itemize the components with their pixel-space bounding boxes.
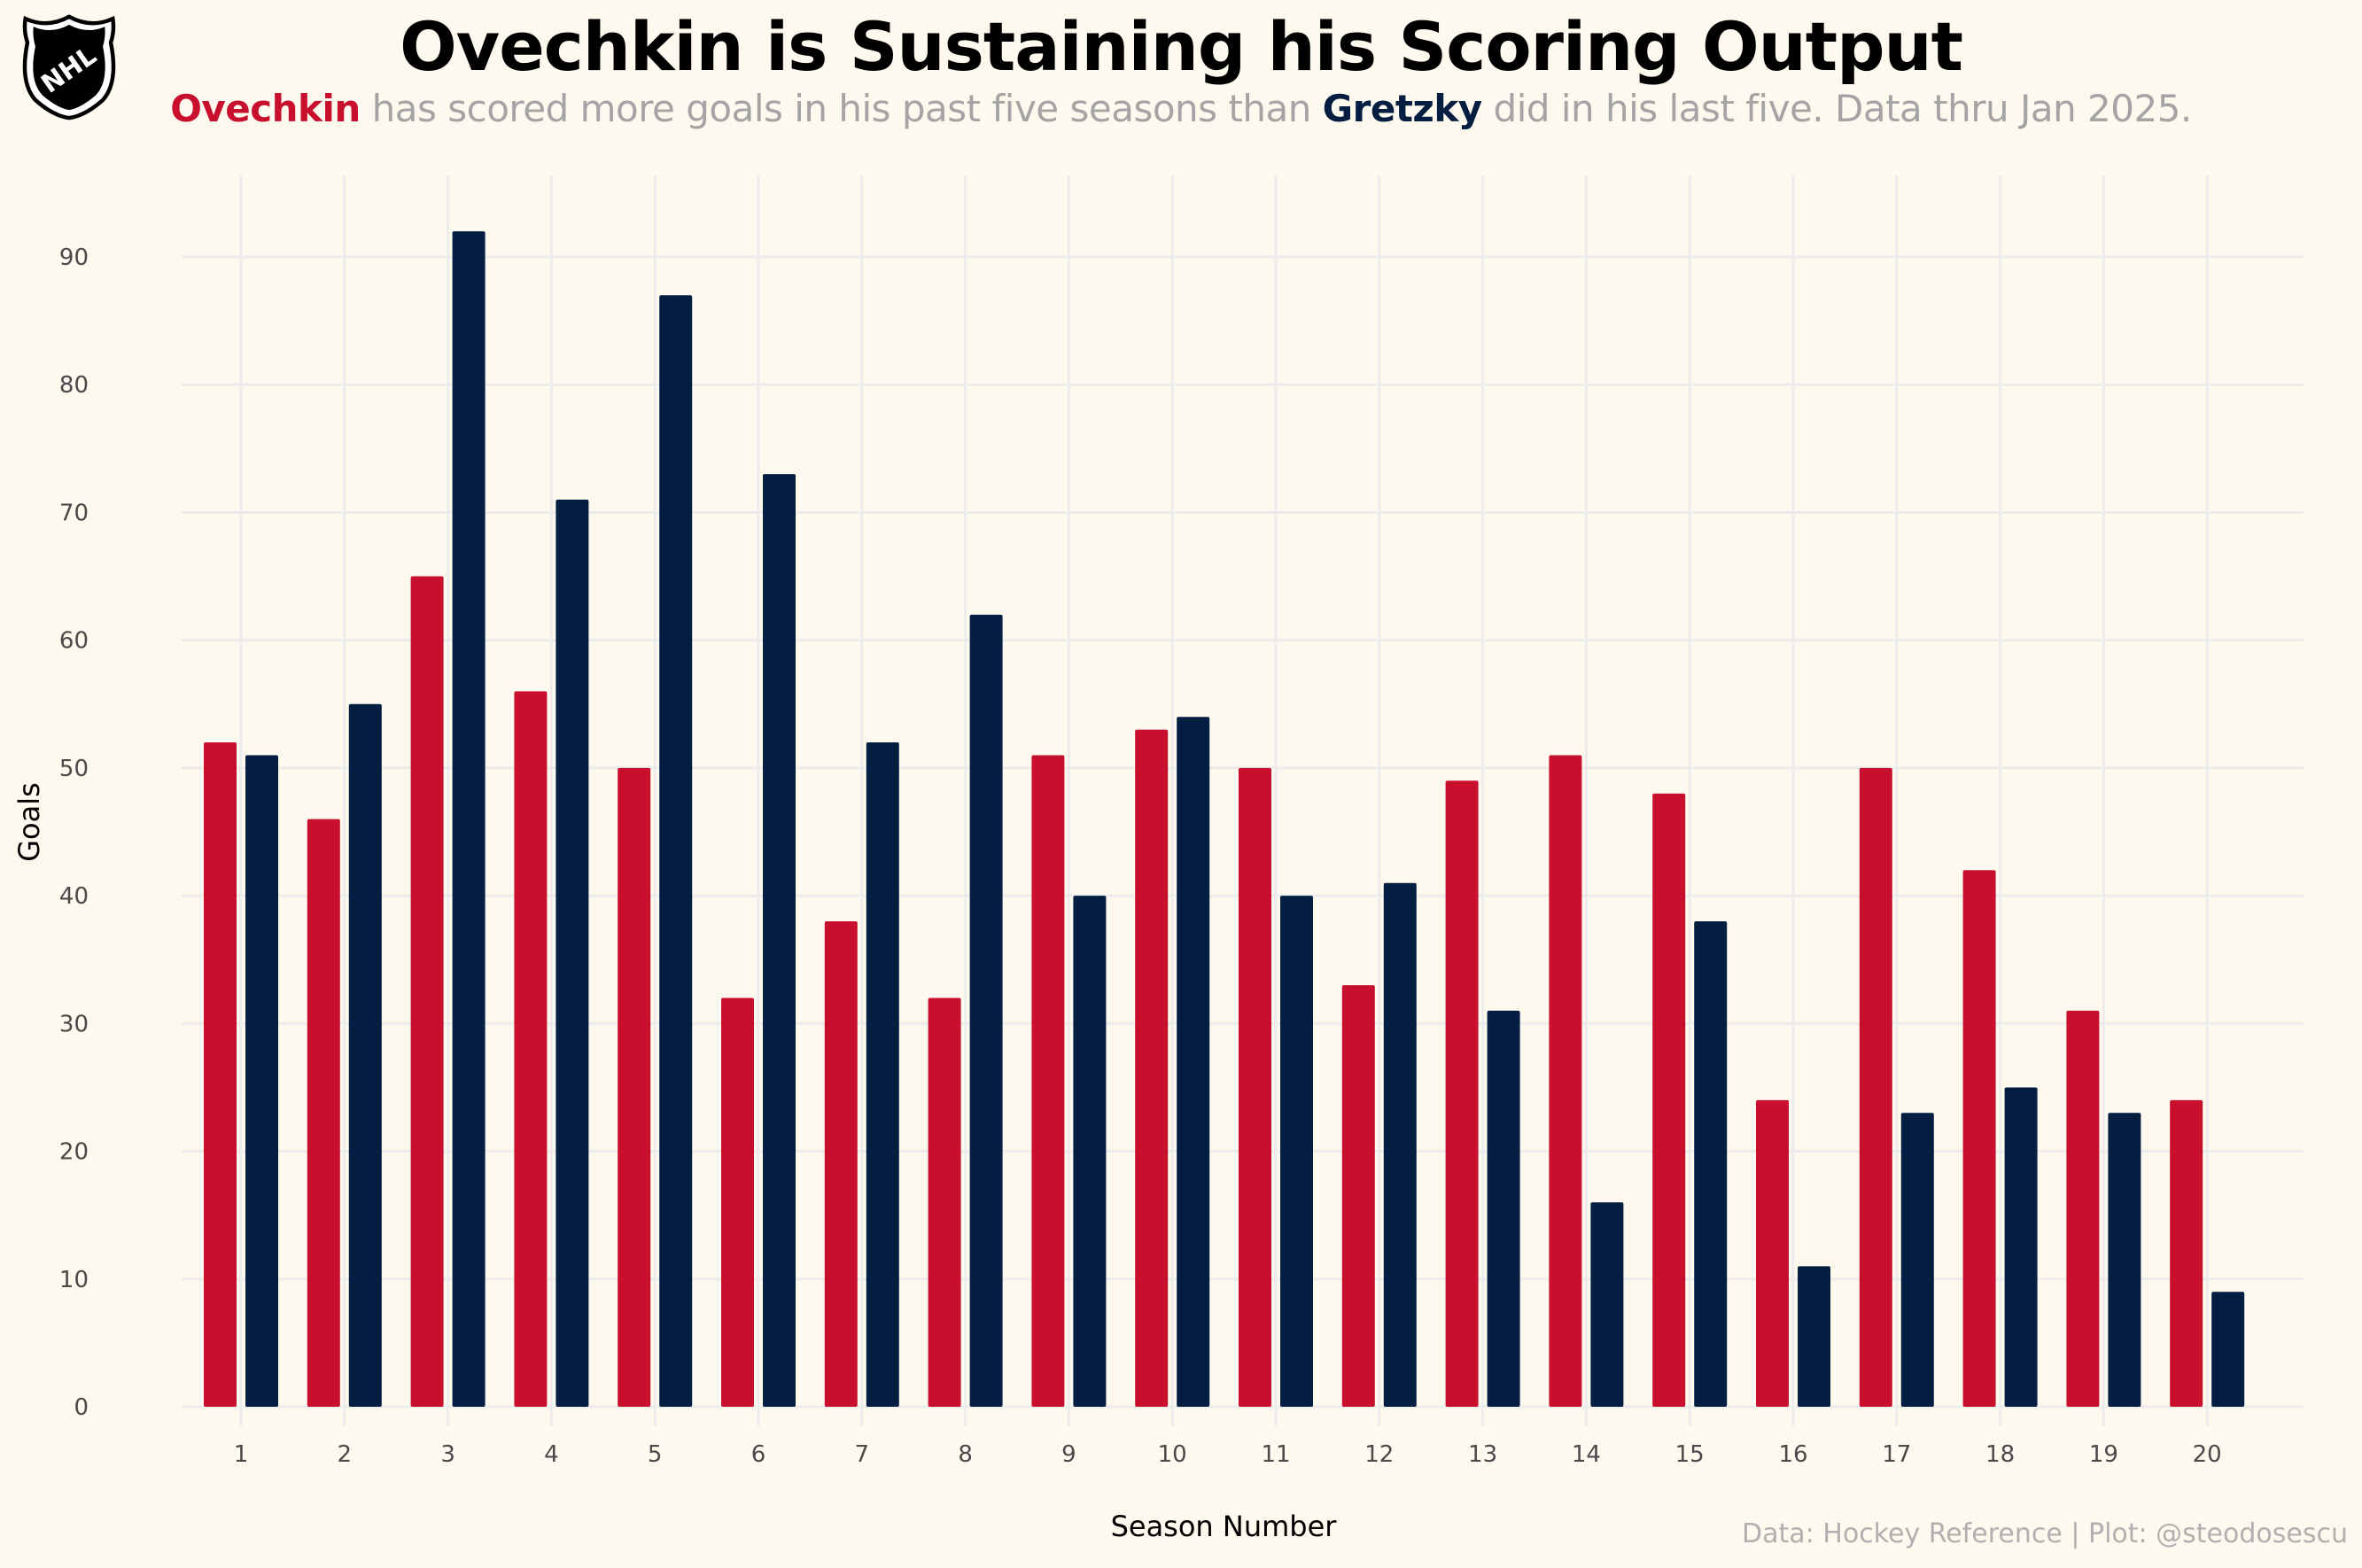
x-tick-label: 9 (1061, 1441, 1076, 1468)
x-tick-label: 10 (1158, 1441, 1187, 1468)
bar-gretzky-season-4 (556, 500, 589, 1407)
y-tick-label: 0 (74, 1394, 89, 1421)
bar-ovechkin-season-16 (1756, 1099, 1789, 1407)
x-axis-title: Season Number (1111, 1510, 1338, 1543)
bar-gretzky-season-5 (659, 295, 693, 1408)
nhl-shield-logo: NHL (22, 14, 116, 120)
bar-ovechkin-season-12 (1341, 985, 1375, 1407)
x-tick-labels: 1 2 3 4 5 6 7 8 9 10 11 12 13 14 15 16 17 18 19 20 (234, 1441, 2222, 1468)
x-tick-label: 7 (855, 1441, 870, 1468)
x-tick-label: 6 (751, 1441, 766, 1468)
bar-gretzky-season-14 (1590, 1202, 1624, 1407)
y-tick-labels: 0 10 20 30 40 50 60 70 80 90 (59, 245, 89, 1421)
bar-ovechkin-season-9 (1031, 755, 1065, 1407)
x-tick-label: 12 (1364, 1441, 1394, 1468)
bar-ovechkin-season-15 (1652, 793, 1686, 1407)
bar-gretzky-season-17 (1900, 1113, 1934, 1407)
x-tick-label: 13 (1468, 1441, 1497, 1468)
y-tick-label: 90 (59, 245, 89, 271)
bar-gretzky-season-6 (763, 474, 796, 1408)
x-tick-label: 2 (338, 1441, 353, 1468)
x-tick-label: 1 (234, 1441, 249, 1468)
x-tick-label: 19 (2089, 1441, 2118, 1468)
x-tick-label: 5 (648, 1441, 663, 1468)
y-tick-label: 10 (59, 1267, 89, 1293)
bar-ovechkin-season-11 (1239, 767, 1271, 1407)
bar-gretzky-season-10 (1177, 717, 1210, 1407)
bar-gretzky-season-16 (1798, 1266, 1830, 1407)
x-tick-label: 3 (440, 1441, 455, 1468)
bar-ovechkin-season-8 (928, 997, 961, 1407)
bar-ovechkin-season-2 (307, 819, 340, 1407)
subtitle-gretzky: Gretzky (1322, 87, 1483, 130)
bar-ovechkin-season-4 (514, 691, 548, 1407)
bar-ovechkin-season-14 (1549, 755, 1582, 1407)
bar-ovechkin-season-5 (618, 767, 651, 1407)
bar-gretzky-season-12 (1383, 882, 1417, 1407)
bar-gretzky-season-1 (245, 755, 278, 1407)
x-tick-label: 4 (544, 1441, 559, 1468)
chart-subtitle: Ovechkin has scored more goals in his pa… (0, 87, 2362, 130)
y-tick-label: 80 (59, 372, 89, 399)
x-tick-label: 14 (1572, 1441, 1601, 1468)
bar-ovechkin-season-3 (410, 576, 444, 1407)
x-tick-label: 16 (1778, 1441, 1807, 1468)
y-axis-title: Goals (12, 782, 46, 862)
bar-gretzky-season-3 (452, 231, 486, 1408)
x-tick-label: 11 (1261, 1441, 1290, 1468)
x-tick-label: 8 (958, 1441, 973, 1468)
bar-ovechkin-season-17 (1859, 767, 1892, 1407)
bar-gretzky-season-19 (2108, 1113, 2141, 1407)
x-tick-label: 20 (2193, 1441, 2222, 1468)
bars (204, 231, 2245, 1408)
bar-gretzky-season-2 (348, 703, 382, 1407)
subtitle-ovechkin: Ovechkin (170, 87, 361, 130)
bar-gretzky-season-13 (1487, 1010, 1520, 1407)
x-tick-label: 18 (1985, 1441, 2015, 1468)
bar-gretzky-season-11 (1280, 896, 1313, 1407)
bar-ovechkin-season-20 (2170, 1099, 2203, 1407)
y-tick-label: 30 (59, 1011, 89, 1037)
bar-gretzky-season-20 (2211, 1292, 2245, 1407)
subtitle-part1: has scored more goals in his past five s… (360, 87, 1323, 130)
bar-ovechkin-season-1 (204, 742, 237, 1407)
bar-ovechkin-season-19 (2066, 1010, 2100, 1407)
bar-ovechkin-season-6 (721, 997, 754, 1407)
bar-ovechkin-season-10 (1135, 729, 1169, 1407)
y-tick-label: 50 (59, 756, 89, 782)
y-tick-label: 60 (59, 628, 89, 655)
y-tick-label: 20 (59, 1139, 89, 1166)
x-tick-label: 15 (1675, 1441, 1705, 1468)
y-tick-label: 70 (59, 500, 89, 526)
x-tick-label: 17 (1882, 1441, 1911, 1468)
bar-ovechkin-season-18 (1962, 870, 1996, 1407)
bar-gretzky-season-9 (1073, 896, 1107, 1407)
bar-ovechkin-season-13 (1445, 780, 1479, 1407)
bar-gretzky-season-15 (1694, 920, 1728, 1407)
source-caption: Data: Hockey Reference | Plot: @steodose… (1742, 1518, 2348, 1549)
bar-gretzky-season-8 (969, 614, 1003, 1407)
y-tick-label: 40 (59, 883, 89, 910)
bar-gretzky-season-7 (866, 742, 899, 1407)
chart-title: Ovechkin is Sustaining his Scoring Outpu… (400, 7, 1963, 86)
subtitle-part2: did in his last five. Data thru Jan 2025… (1481, 87, 2193, 130)
bar-gretzky-season-18 (2004, 1087, 2038, 1407)
bar-ovechkin-season-7 (824, 920, 858, 1407)
